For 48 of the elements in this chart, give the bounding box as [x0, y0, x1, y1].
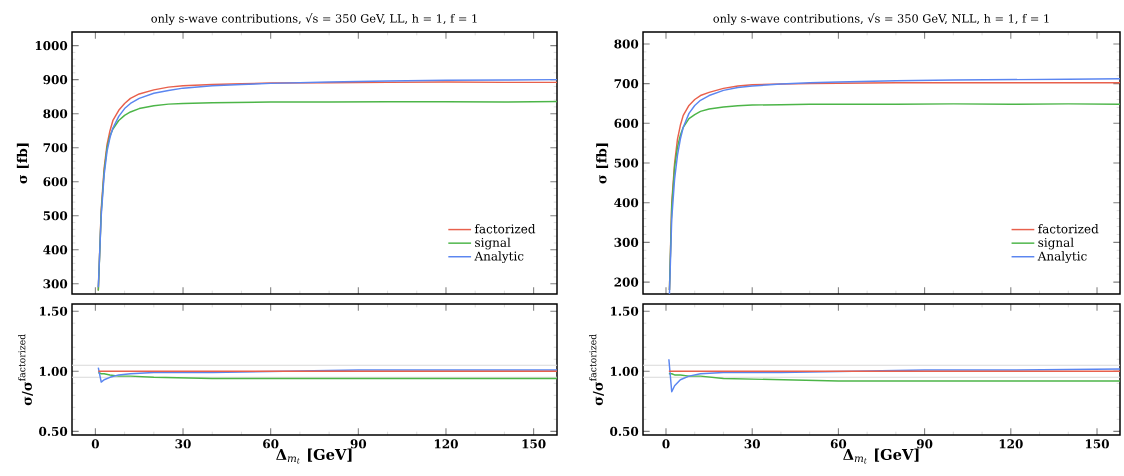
x-tick-label: 30 — [175, 439, 191, 449]
y-tick-label: 800 — [614, 39, 639, 49]
x-tick-label: 120 — [999, 439, 1023, 449]
x-tick-label: 60 — [263, 439, 279, 449]
x-tick-label: 30 — [744, 439, 760, 449]
y-tick-label: 300 — [614, 237, 639, 247]
y-tick-label: 1.50 — [39, 306, 68, 316]
x-tick-label: 90 — [350, 439, 367, 449]
y-tick-label: 1000 — [35, 41, 68, 51]
x-tick-label: 90 — [916, 439, 933, 449]
y-tick-label: 200 — [614, 277, 639, 287]
y-axis-title: $\mbox{\bfseries σ/σ}^{\mathrm{factorized}}$ — [18, 334, 33, 406]
x-tick-label: 0 — [91, 439, 99, 449]
legend-label: factorized — [474, 224, 536, 234]
x-axis-title: $\mbox{\bfseries Δ}_{\mathit{m}_{\mathit{t}}}\ \mbox{\bfseries [GeV]}$ — [276, 448, 352, 464]
y-tick-label: 1.00 — [610, 366, 639, 376]
y-tick-label: 1.00 — [39, 366, 68, 376]
y-tick-label: 800 — [43, 109, 68, 119]
y-tick-label: 500 — [43, 211, 68, 221]
legend-label: Analytic — [474, 251, 524, 264]
chart-title: only s-wave contributions, √s = 350 GeV, NLL, h = 1, f = 1 — [713, 13, 1049, 26]
chart-title: only s-wave contributions, √s = 350 GeV, LL, h = 1, f = 1 — [151, 13, 477, 26]
x-tick-label: 0 — [662, 439, 670, 449]
legend-label: factorized — [1038, 224, 1099, 234]
y-tick-label: 0.50 — [39, 426, 68, 436]
y-tick-label: 0.50 — [610, 426, 639, 436]
y-tick-label: 700 — [614, 79, 639, 89]
x-tick-label: 150 — [522, 439, 546, 449]
y-axis-title: σ [fb] — [596, 143, 609, 184]
y-tick-label: 400 — [614, 198, 639, 208]
y-axis-title: $\mbox{\bfseries σ/σ}^{\mathrm{factorized}}$ — [589, 334, 604, 406]
y-tick-label: 600 — [43, 177, 68, 187]
y-tick-label: 700 — [43, 143, 68, 153]
y-tick-label: 600 — [614, 118, 639, 128]
legend-label: signal — [1038, 237, 1074, 250]
legend-label: Analytic — [1037, 251, 1087, 264]
y-tick-label: 400 — [43, 245, 68, 255]
x-tick-label: 60 — [830, 439, 847, 449]
x-tick-label: 150 — [1085, 439, 1109, 449]
y-axis-title: σ [fb] — [16, 143, 29, 184]
line-series — [668, 358, 1120, 393]
y-tick-label: 500 — [614, 158, 639, 168]
x-tick-label: 120 — [434, 439, 458, 449]
x-axis-title: $\mbox{\bfseries Δ}_{\mathit{m}_{\mathit{t}}}\ \mbox{\bfseries [GeV]}$ — [843, 448, 919, 464]
y-tick-label: 900 — [43, 75, 68, 85]
y-tick-label: 300 — [43, 279, 68, 289]
legend-label: signal — [475, 237, 511, 250]
y-tick-label: 1.50 — [610, 306, 639, 316]
